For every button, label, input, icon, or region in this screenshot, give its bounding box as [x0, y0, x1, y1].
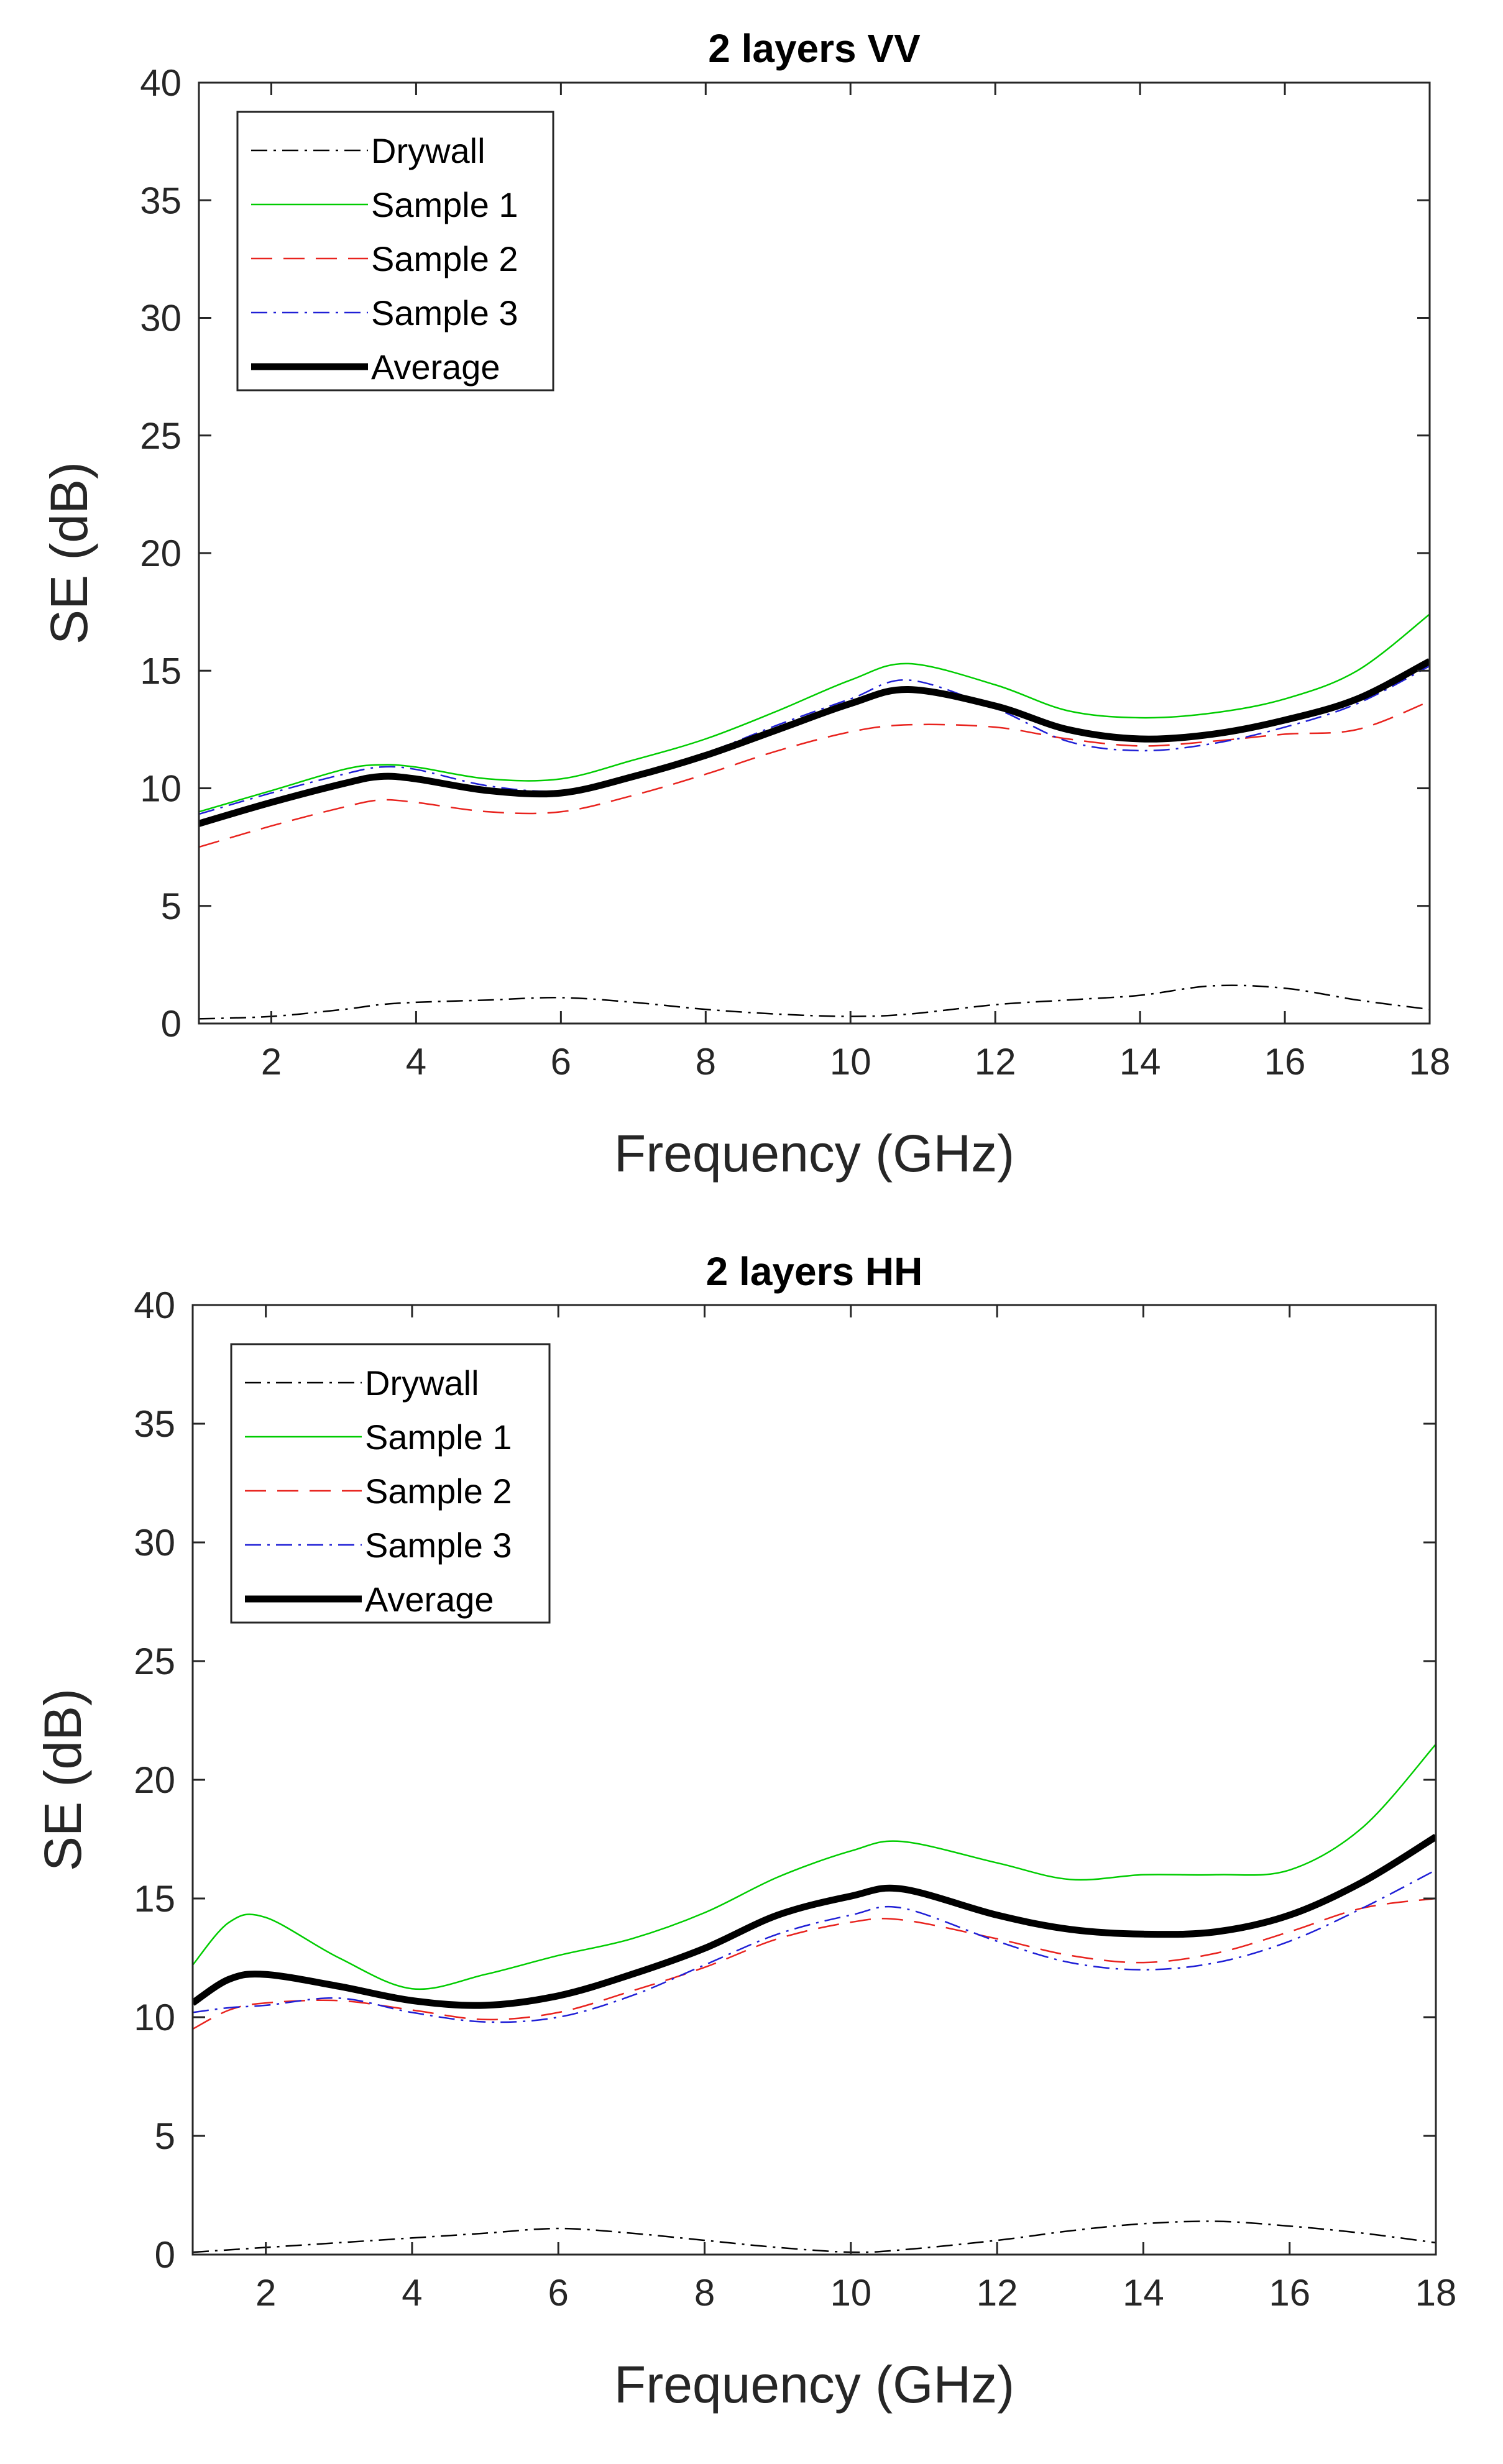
x-tick-label: 12	[975, 1041, 1016, 1083]
legend-box	[230, 1343, 551, 1624]
y-tick-label: 10	[140, 768, 182, 810]
series-line-sample-3	[193, 1869, 1436, 2023]
x-tick-label: 10	[830, 1041, 871, 1083]
chart-title: 2 layers VV	[708, 26, 921, 71]
legend-label-sample-1: Sample 1	[371, 185, 518, 224]
x-tick-label: 6	[548, 2272, 569, 2314]
series-line-sample-3	[199, 665, 1430, 815]
x-tick-label: 2	[261, 1041, 282, 1083]
y-tick-label: 5	[161, 886, 182, 927]
series-line-sample-1	[193, 1743, 1436, 1990]
x-tick-label: 2	[255, 2272, 276, 2314]
series-group	[193, 1743, 1436, 2253]
y-tick-label: 10	[134, 1997, 175, 2038]
y-axis-label: SE (dB)	[40, 462, 98, 644]
y-tick-label: 0	[161, 1003, 182, 1045]
y-tick-label: 0	[155, 2234, 175, 2276]
y-axis-label: SE (dB)	[34, 1688, 92, 1871]
y-tick-label: 35	[140, 180, 182, 221]
y-tick-label: 20	[140, 533, 182, 574]
x-tick-label: 8	[694, 2272, 715, 2314]
series-line-average	[193, 1834, 1436, 2009]
legend: Drywall Sample 1 Sample 2 Sample 3 Average	[236, 111, 554, 392]
legend-label-drywall: Drywall	[365, 1363, 479, 1403]
legend-label-sample-3: Sample 3	[371, 293, 518, 332]
legend-label-drywall: Drywall	[371, 131, 485, 170]
chart-hh: 2 layers HH 2 4 6 8 10 12 14 16 18 0 5 10 15 20 25 30 35 4…	[34, 1249, 1456, 2414]
x-tick-label: 14	[1119, 1041, 1161, 1083]
legend-label-sample-3: Sample 3	[365, 1526, 512, 1565]
legend-label-sample-2: Sample 2	[365, 1472, 512, 1511]
x-tick-label: 6	[551, 1041, 571, 1083]
legend: Drywall Sample 1 Sample 2 Sample 3 Average	[230, 1343, 551, 1624]
legend-label-average: Average	[371, 347, 500, 387]
series-line-sample-2	[199, 700, 1430, 848]
series-line-sample-1	[199, 613, 1430, 813]
series-line-average	[199, 658, 1430, 827]
y-tick-label: 15	[140, 650, 182, 692]
x-tick-label: 10	[830, 2272, 871, 2314]
legend-label-average: Average	[365, 1580, 494, 1619]
y-tick-label: 40	[134, 1285, 175, 1326]
x-tick-label: 4	[406, 1041, 426, 1083]
x-axis-label: Frequency (GHz)	[614, 1124, 1014, 1183]
x-tick-label: 14	[1123, 2272, 1164, 2314]
y-tick-label: 5	[155, 2115, 175, 2157]
chart-vv: 2 layers VV 2 4 6 8 10 12 14 16 18 0 5 10 15 20 25 30 35 4…	[40, 26, 1450, 1183]
y-tick-label: 25	[134, 1641, 175, 1682]
y-tick-label: 30	[134, 1522, 175, 1564]
legend-label-sample-1: Sample 1	[365, 1417, 512, 1457]
x-tick-label: 12	[977, 2272, 1018, 2314]
x-tick-label: 18	[1415, 2272, 1457, 2314]
x-tick-label: 16	[1269, 2272, 1310, 2314]
x-axis-label: Frequency (GHz)	[614, 2355, 1014, 2414]
legend-label-sample-2: Sample 2	[371, 239, 518, 278]
x-tick-label: 4	[402, 2272, 422, 2314]
x-tick-label: 8	[696, 1041, 716, 1083]
legend-box	[236, 111, 554, 392]
y-tick-label: 25	[140, 415, 182, 457]
x-tick-label: 16	[1264, 1041, 1306, 1083]
y-tick-label: 35	[134, 1403, 175, 1445]
x-tick-label: 18	[1409, 1041, 1451, 1083]
y-tick-label: 15	[134, 1878, 175, 1920]
series-line-drywall	[193, 2220, 1436, 2253]
series-line-drywall	[199, 984, 1430, 1020]
y-tick-label: 40	[140, 62, 182, 104]
y-tick-label: 30	[140, 298, 182, 339]
chart-title: 2 layers HH	[706, 1249, 923, 1294]
series-line-sample-2	[193, 1897, 1436, 2030]
y-tick-label: 20	[134, 1759, 175, 1801]
series-group	[199, 613, 1430, 1020]
